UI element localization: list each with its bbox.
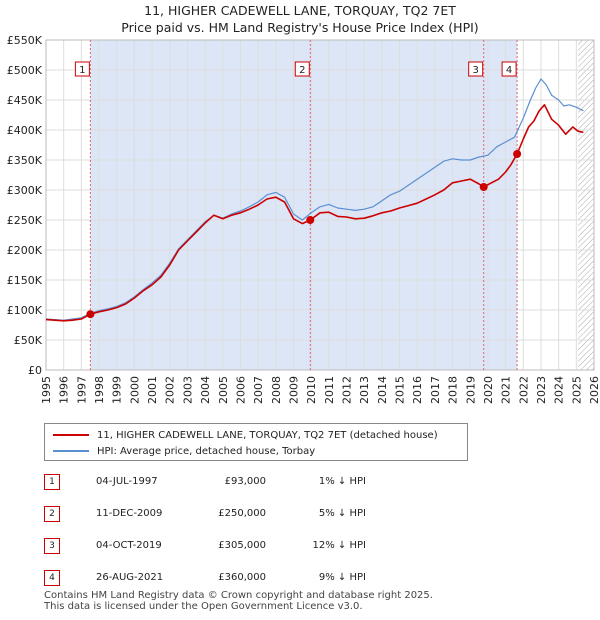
transaction-hpi-diff: 9% ↓ HPI xyxy=(318,572,366,583)
transaction-label: 3 xyxy=(473,65,479,76)
x-tick-label: 2001 xyxy=(146,376,159,404)
forecast-hatch xyxy=(578,40,594,370)
y-tick-label: £450K xyxy=(7,94,43,107)
x-tick-label: 2013 xyxy=(358,376,371,404)
table-row: 2 11-DEC-2009 £250,000 5% ↓ HPI xyxy=(44,506,444,524)
y-tick-label: £150K xyxy=(7,274,43,287)
table-row: 1 04-JUL-1997 £93,000 1% ↓ HPI xyxy=(44,474,444,492)
table-row: 3 04-OCT-2019 £305,000 12% ↓ HPI xyxy=(44,538,444,556)
x-tick-label: 1996 xyxy=(58,376,71,404)
transaction-price: £305,000 xyxy=(218,540,266,551)
y-tick-label: £500K xyxy=(7,64,43,77)
transaction-label-box xyxy=(501,61,517,77)
x-tick-label: 2026 xyxy=(588,376,600,404)
sale-point xyxy=(513,150,522,158)
y-tick-label: £200K xyxy=(7,244,43,257)
x-tick-label: 2003 xyxy=(181,376,194,404)
x-tick-label: 2002 xyxy=(164,376,177,404)
y-tick-label: £400K xyxy=(7,124,43,137)
transaction-badge: 2 xyxy=(44,506,60,522)
y-tick-label: £0 xyxy=(28,364,42,377)
x-tick-label: 1995 xyxy=(40,376,53,404)
transaction-date: 04-JUL-1997 xyxy=(96,476,158,487)
x-tick-label: 2000 xyxy=(128,376,141,404)
transaction-price: £250,000 xyxy=(218,508,266,519)
y-tick-label: £50K xyxy=(14,334,43,347)
transaction-hpi-diff: 5% ↓ HPI xyxy=(318,508,366,519)
x-tick-label: 2015 xyxy=(394,376,407,404)
legend-swatch-property xyxy=(53,434,89,436)
transaction-label-box xyxy=(468,61,484,77)
transaction-date: 11-DEC-2009 xyxy=(96,508,163,519)
transaction-hpi-diff: 12% ↓ HPI xyxy=(312,540,366,551)
x-tick-label: 1998 xyxy=(93,376,106,404)
x-tick-label: 2024 xyxy=(553,376,566,404)
chart-subtitle: Price paid vs. HM Land Registry's House … xyxy=(121,20,479,35)
legend: 11, HIGHER CADEWELL LANE, TORQUAY, TQ2 7… xyxy=(44,423,468,461)
transaction-hpi-diff: 1% ↓ HPI xyxy=(318,476,366,487)
transaction-label: 2 xyxy=(299,65,305,76)
legend-label-property: 11, HIGHER CADEWELL LANE, TORQUAY, TQ2 7… xyxy=(97,429,438,441)
x-tick-label: 2011 xyxy=(323,376,336,404)
x-tick-label: 2005 xyxy=(217,376,230,404)
footer-copyright: Contains HM Land Registry data © Crown c… xyxy=(44,590,433,601)
x-tick-label: 2021 xyxy=(500,376,513,404)
x-tick-label: 2016 xyxy=(411,376,424,404)
y-tick-label: £550K xyxy=(7,34,43,47)
legend-item-property: 11, HIGHER CADEWELL LANE, TORQUAY, TQ2 7… xyxy=(53,428,438,442)
footer-licence: This data is licensed under the Open Gov… xyxy=(44,601,363,612)
x-tick-label: 2008 xyxy=(270,376,283,404)
x-tick-label: 2025 xyxy=(570,376,583,404)
x-tick-label: 2017 xyxy=(429,376,442,404)
transaction-date: 04-OCT-2019 xyxy=(96,540,162,551)
x-tick-label: 2022 xyxy=(517,376,530,404)
legend-label-hpi: HPI: Average price, detached house, Torb… xyxy=(97,445,316,457)
plot-frame xyxy=(45,39,595,371)
chart-title: 11, HIGHER CADEWELL LANE, TORQUAY, TQ2 7… xyxy=(144,3,456,18)
sale-point xyxy=(306,216,315,224)
price-chart: £0 £50K £100K £150K £200K £250K £300K £350K £400… xyxy=(7,34,600,404)
x-tick-label: 2014 xyxy=(376,376,389,404)
series-line-hpi xyxy=(45,78,584,321)
transaction-price: £93,000 xyxy=(224,476,266,487)
transaction-badge: 4 xyxy=(44,570,60,586)
x-tick-label: 2018 xyxy=(447,376,460,404)
table-row: 4 26-AUG-2021 £360,000 9% ↓ HPI xyxy=(44,570,444,588)
x-tick-label: 1997 xyxy=(75,376,88,404)
transaction-date: 26-AUG-2021 xyxy=(96,572,164,583)
x-tick-label: 1999 xyxy=(111,376,124,404)
y-tick-label: £250K xyxy=(7,214,43,227)
sale-point xyxy=(86,310,95,319)
x-tick-label: 2020 xyxy=(482,376,495,404)
x-tick-label: 2012 xyxy=(341,376,354,404)
x-tick-label: 2009 xyxy=(287,376,300,404)
legend-swatch-hpi xyxy=(53,450,89,452)
footer: Contains HM Land Registry data © Crown c… xyxy=(44,590,433,612)
x-tick-label: 2019 xyxy=(464,376,477,404)
sale-point xyxy=(479,183,488,191)
transaction-label-box xyxy=(294,61,310,77)
ownership-shading xyxy=(90,40,518,370)
x-tick-label: 2004 xyxy=(199,376,212,404)
transaction-label: 1 xyxy=(79,65,85,76)
y-tick-label: £300K xyxy=(7,184,43,197)
y-tick-label: £100K xyxy=(7,304,43,317)
transaction-label: 4 xyxy=(506,65,512,76)
transaction-price: £360,000 xyxy=(218,572,266,583)
x-tick-label: 2006 xyxy=(234,376,247,404)
x-tick-label: 2023 xyxy=(535,376,548,404)
x-tick-label: 2010 xyxy=(305,376,318,404)
x-tick-label: 2007 xyxy=(252,376,265,404)
y-tick-label: £350K xyxy=(7,154,43,167)
transaction-badge: 3 xyxy=(44,538,60,554)
transaction-badge: 1 xyxy=(44,474,60,490)
transaction-label-box xyxy=(74,61,90,77)
legend-item-hpi: HPI: Average price, detached house, Torb… xyxy=(53,444,315,458)
